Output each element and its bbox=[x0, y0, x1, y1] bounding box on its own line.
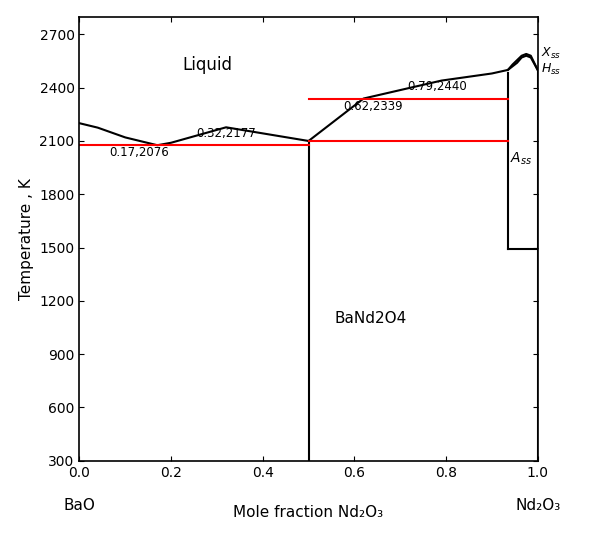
Text: 0.17,2076: 0.17,2076 bbox=[109, 146, 169, 159]
Text: BaO: BaO bbox=[64, 498, 95, 513]
Text: $A_{ss}$: $A_{ss}$ bbox=[510, 150, 532, 167]
Text: $H_{ss}$: $H_{ss}$ bbox=[541, 62, 562, 78]
X-axis label: Mole fraction Nd₂O₃: Mole fraction Nd₂O₃ bbox=[233, 504, 384, 519]
Text: 0.79,2440: 0.79,2440 bbox=[407, 80, 467, 93]
Text: BaNd2O4: BaNd2O4 bbox=[334, 311, 406, 326]
Text: Nd₂O₃: Nd₂O₃ bbox=[515, 498, 560, 513]
Text: $X_{ss}$: $X_{ss}$ bbox=[541, 47, 562, 62]
Text: 0.32,2177: 0.32,2177 bbox=[196, 127, 256, 140]
Text: Liquid: Liquid bbox=[183, 56, 233, 74]
Y-axis label: Temperature , K: Temperature , K bbox=[19, 178, 34, 300]
Text: 0.62,2339: 0.62,2339 bbox=[343, 100, 403, 113]
